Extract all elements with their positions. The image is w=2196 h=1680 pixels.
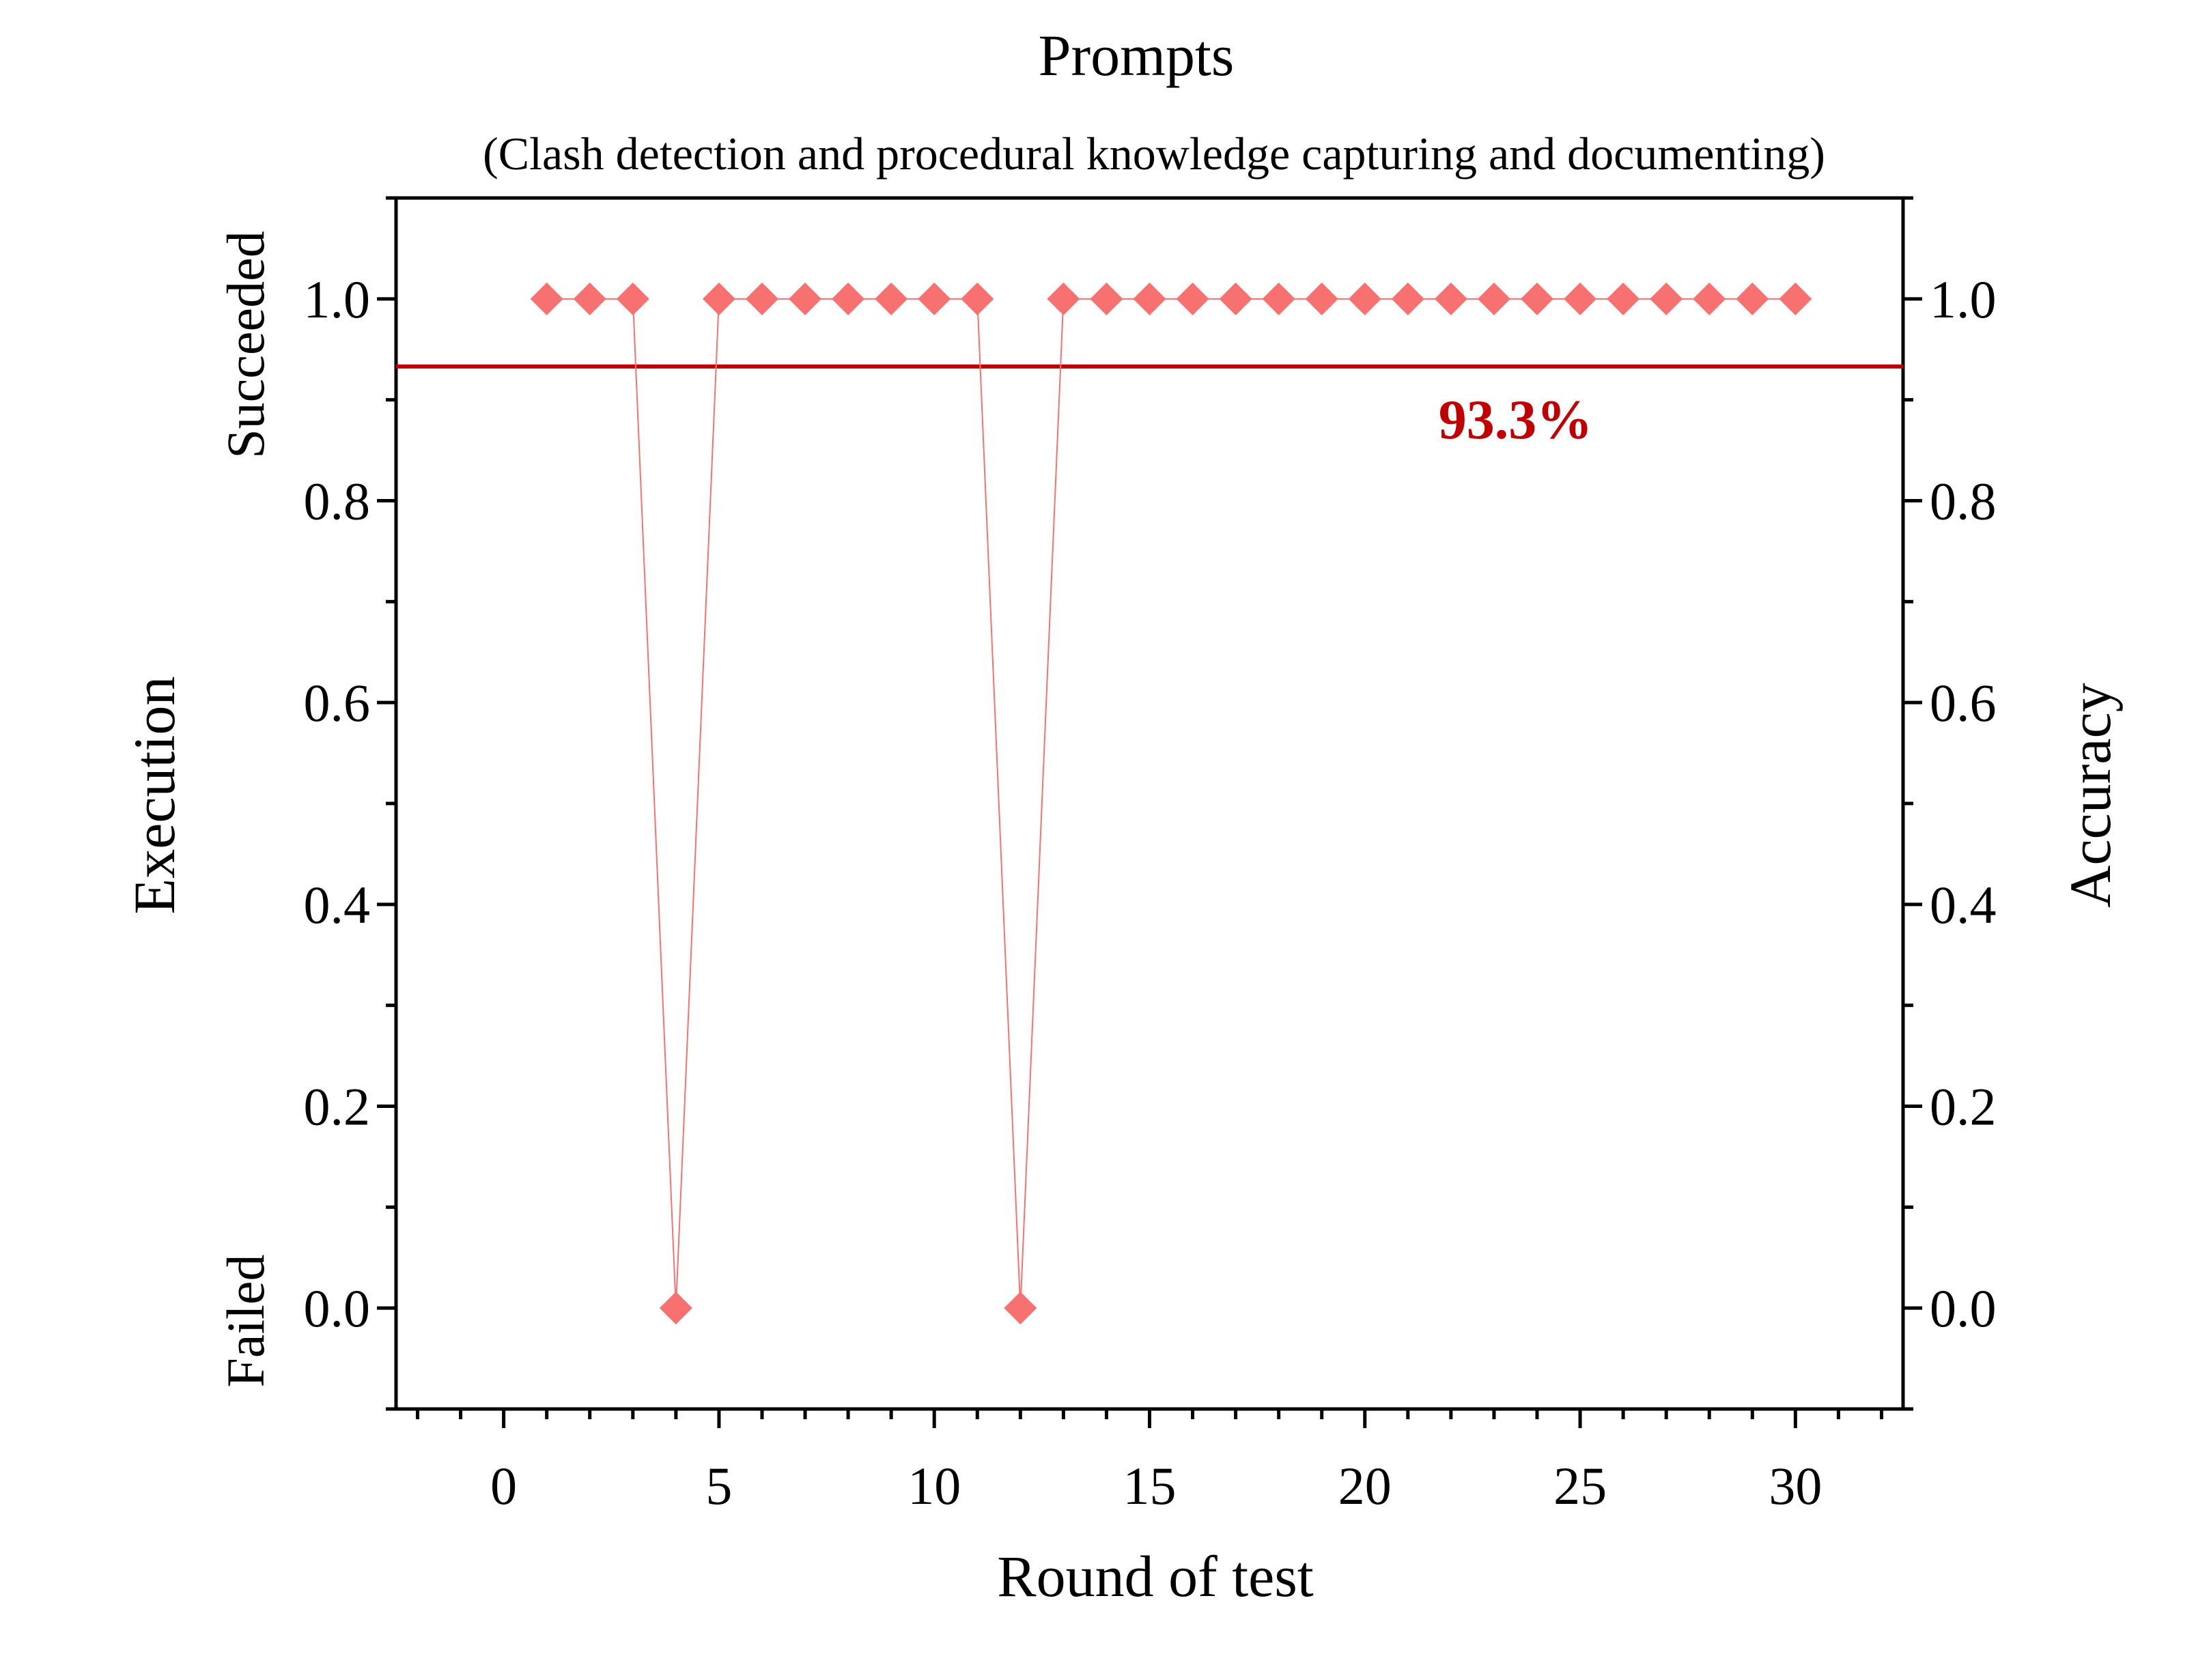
data-point (1779, 282, 1812, 315)
x-tick-label: 0 (490, 1456, 517, 1515)
accuracy-annotation: 93.3% (1439, 388, 1593, 451)
data-point (1348, 282, 1381, 315)
y-right-tick-label: 0.6 (1930, 673, 1997, 732)
y-right-tick-label: 0.4 (1930, 875, 1997, 935)
x-tick-label: 5 (705, 1456, 732, 1515)
y-left-tick-label: 1.0 (304, 270, 371, 329)
data-point (1434, 282, 1467, 315)
y-top-state-label: Succeeded (216, 231, 275, 458)
y-right-tick-label: 1.0 (1930, 270, 1997, 329)
x-tick-label: 15 (1123, 1456, 1177, 1515)
data-point (1090, 282, 1123, 315)
data-point (745, 282, 778, 315)
y-axis-label-left: Execution (122, 677, 187, 915)
data-point (1047, 282, 1080, 315)
y-right-tick-label: 0.2 (1930, 1077, 1997, 1137)
data-point (918, 282, 951, 315)
data-point (1477, 282, 1510, 315)
data-point (1133, 282, 1166, 315)
data-point (1607, 282, 1640, 315)
data-point (832, 282, 865, 315)
y-axis-label-right: Accuracy (2057, 683, 2123, 907)
data-point (616, 282, 649, 315)
y-right-tick-label: 0.0 (1930, 1279, 1997, 1338)
y-bottom-state-label: Failed (216, 1255, 275, 1388)
data-point (1391, 282, 1424, 315)
series-line (546, 298, 1796, 1309)
data-point (1004, 1292, 1037, 1325)
chart-title: Prompts (1039, 23, 1235, 88)
data-point (1305, 282, 1338, 315)
y-left-tick-label: 0.4 (304, 875, 371, 935)
data-point (1693, 282, 1726, 315)
data-point (1650, 282, 1683, 315)
y-left-tick-label: 0.8 (304, 472, 371, 531)
data-point (961, 282, 994, 315)
y-left-tick-label: 0.2 (304, 1077, 371, 1137)
data-point (702, 282, 735, 315)
y-left-tick-label: 0.6 (304, 673, 371, 732)
data-point (789, 282, 822, 315)
y-right-tick-label: 0.8 (1930, 472, 1997, 531)
data-point (573, 282, 606, 315)
data-point (1521, 282, 1554, 315)
data-point (1736, 282, 1769, 315)
data-point (1176, 282, 1209, 315)
data-point (1564, 282, 1597, 315)
x-tick-label: 20 (1338, 1456, 1392, 1515)
chart-subtitle: (Clash detection and procedural knowledg… (483, 128, 1825, 180)
x-axis-label: Round of test (997, 1543, 1314, 1609)
data-point (530, 282, 563, 315)
x-tick-label: 10 (907, 1456, 961, 1515)
data-point (659, 1292, 692, 1325)
y-left-tick-label: 0.0 (304, 1279, 371, 1338)
x-tick-label: 25 (1553, 1456, 1607, 1515)
data-point (1262, 282, 1295, 315)
x-tick-label: 30 (1769, 1456, 1822, 1515)
data-point (875, 282, 908, 315)
data-point (1219, 282, 1252, 315)
plot-frame (394, 196, 1905, 1411)
